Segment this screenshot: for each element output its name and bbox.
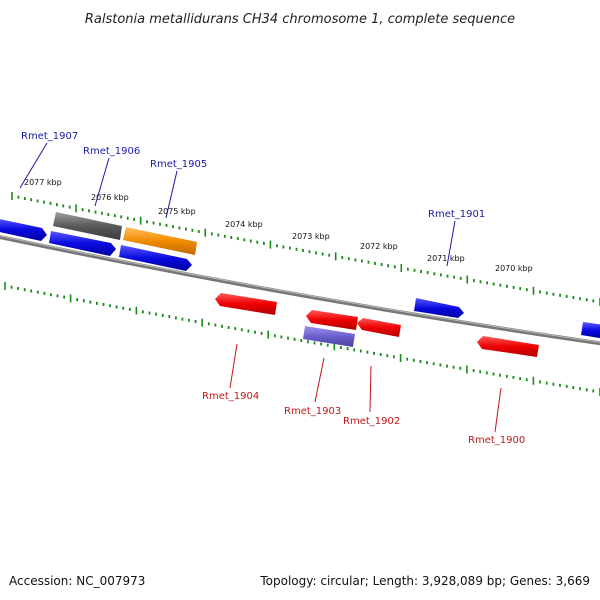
gene-label-rmet-1902[interactable]: Rmet_1902 bbox=[343, 416, 400, 427]
callout-lines-top bbox=[19, 142, 456, 267]
kbp-label: 2075 kbp bbox=[158, 207, 196, 216]
gene-arrow-rmet-1900[interactable] bbox=[477, 336, 539, 357]
kbp-label: 2071 kbp bbox=[427, 254, 465, 263]
gene-arrow-rmet-1903-red[interactable] bbox=[306, 310, 358, 330]
chromosome-backbone bbox=[0, 235, 600, 346]
chromosome-backbone-highlight bbox=[0, 235, 600, 343]
callout-lines-bottom bbox=[229, 343, 502, 433]
gene-arrow-rmet-1905[interactable] bbox=[123, 227, 197, 255]
kbp-label: 2073 kbp bbox=[292, 232, 330, 241]
gene-arrow-edge-right[interactable] bbox=[581, 322, 600, 339]
kbp-label: 2076 kbp bbox=[91, 193, 129, 202]
kbp-label: 2077 kbp bbox=[24, 178, 62, 187]
gene-label-rmet-1903[interactable]: Rmet_1903 bbox=[284, 406, 341, 417]
gene-label-rmet-1900[interactable]: Rmet_1900 bbox=[468, 435, 525, 446]
kbp-label: 2074 kbp bbox=[225, 220, 263, 229]
gene-arrow-rmet-1903[interactable] bbox=[303, 326, 355, 347]
accession-label: Accession: NC_007973 bbox=[9, 574, 146, 588]
gene-label-rmet-1904[interactable]: Rmet_1904 bbox=[202, 391, 259, 402]
gene-arrow-rmet-1907[interactable] bbox=[0, 218, 47, 241]
topology-summary: Topology: circular; Length: 3,928,089 bp… bbox=[260, 574, 590, 588]
kbp-label: 2070 kbp bbox=[495, 264, 533, 273]
gene-arrow-rmet-1906[interactable] bbox=[53, 212, 122, 240]
kbp-label: 2072 kbp bbox=[360, 242, 398, 251]
gene-arrow-rmet-1901[interactable] bbox=[414, 298, 464, 318]
gene-label-rmet-1901[interactable]: Rmet_1901 bbox=[428, 209, 485, 220]
tick-row-bottom bbox=[4, 282, 600, 396]
kbp-labels: 2077 kbp 2076 kbp 2075 kbp 2074 kbp 2073 kbp… bbox=[24, 178, 533, 273]
gene-label-rmet-1906[interactable]: Rmet_1906 bbox=[83, 146, 140, 157]
gene-label-rmet-1907[interactable]: Rmet_1907 bbox=[21, 131, 78, 142]
gene-arrow-rmet-1906-fwd[interactable] bbox=[49, 231, 116, 256]
gene-arrow-rmet-1904[interactable] bbox=[215, 293, 277, 315]
map-title: Ralstonia metallidurans CH34 chromosome … bbox=[85, 12, 515, 27]
gene-arrow-rmet-1902[interactable] bbox=[357, 318, 401, 337]
gene-arrow-rmet-1905-fwd[interactable] bbox=[119, 245, 192, 271]
tick-row-top bbox=[11, 192, 600, 306]
gene-label-rmet-1905[interactable]: Rmet_1905 bbox=[150, 159, 207, 170]
